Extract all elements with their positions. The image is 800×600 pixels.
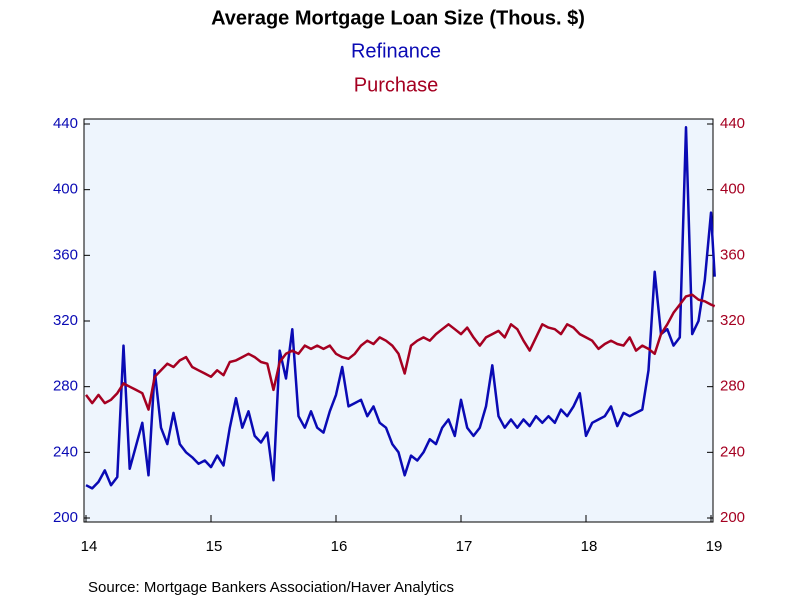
y2-tick-label: 400 [720, 181, 745, 198]
series-line [85, 126, 716, 490]
series-line [85, 293, 716, 411]
y-tick-label: 240 [53, 443, 78, 460]
y2-tick-label: 200 [720, 509, 745, 526]
chart-title: Average Mortgage Loan Size (Thous. $) [211, 7, 585, 29]
y-tick-label: 360 [53, 246, 78, 263]
x-tick-label: 18 [581, 538, 598, 555]
legend-purchase: Purchase [354, 74, 439, 96]
x-tick-label: 15 [206, 538, 223, 555]
legend-refinance: Refinance [351, 40, 441, 62]
source-note: Source: Mortgage Bankers Association/Hav… [88, 579, 454, 596]
x-tick-label: 14 [81, 538, 98, 555]
y-tick-label: 200 [53, 509, 78, 526]
y2-tick-label: 280 [720, 378, 745, 395]
y-tick-label: 440 [53, 115, 78, 132]
y2-tick-label: 320 [720, 312, 745, 329]
plot-area [83, 118, 714, 523]
y-tick-label: 280 [53, 378, 78, 395]
y-tick-label: 400 [53, 181, 78, 198]
x-tick-label: 16 [331, 538, 348, 555]
y2-tick-label: 360 [720, 246, 745, 263]
x-tick-label: 19 [706, 538, 723, 555]
y2-tick-label: 240 [720, 443, 745, 460]
y-tick-label: 320 [53, 312, 78, 329]
y2-tick-label: 440 [720, 115, 745, 132]
x-tick-label: 17 [456, 538, 473, 555]
